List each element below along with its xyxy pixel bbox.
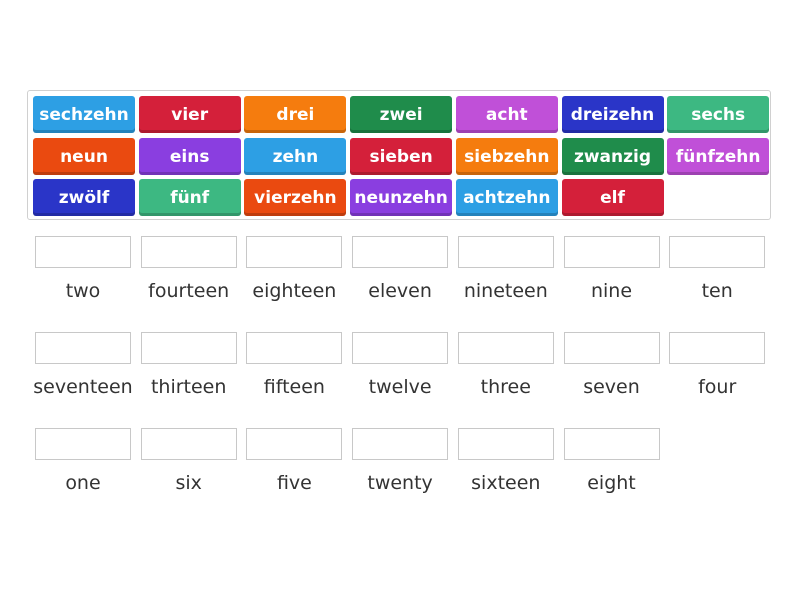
target-label: seven [583,376,640,398]
drop-slot[interactable] [457,428,554,460]
target-label: twelve [368,376,432,398]
target-label: three [480,376,531,398]
drop-slot[interactable] [35,332,131,364]
drop-slot[interactable] [352,428,449,460]
target-label: eighteen [252,280,337,302]
drop-slot[interactable] [140,428,237,460]
target-label: fourteen [148,280,230,302]
target-label: thirteen [150,376,227,398]
target-label: four [698,376,737,398]
target-label: sixteen [471,472,541,494]
word-tile[interactable]: achtzehn [455,179,558,216]
drop-slot[interactable] [246,332,343,364]
target-label: ten [701,280,733,302]
target-label: eight [587,472,636,494]
word-tile[interactable]: vierzehn [244,179,347,216]
word-tile[interactable]: dreizehn [561,96,664,133]
target-label: six [175,472,202,494]
drop-slot[interactable] [563,428,660,460]
target-label: seventeen [33,376,133,398]
drop-slot[interactable] [457,236,554,268]
drop-slot[interactable] [246,428,343,460]
drop-slot[interactable] [140,332,237,364]
word-tile[interactable]: vier [138,96,241,133]
target-label: five [276,472,312,494]
drop-slot[interactable] [352,332,449,364]
word-tile[interactable]: sechs [667,96,770,133]
word-tile[interactable]: neun [33,138,135,175]
drop-slot[interactable] [457,332,554,364]
target-label: two [65,280,101,302]
word-tile[interactable]: acht [455,96,558,133]
word-tile[interactable]: fünf [138,179,241,216]
target-label: one [65,472,101,494]
drop-slot[interactable] [35,428,131,460]
drop-slot[interactable] [669,236,766,268]
word-tile[interactable]: neunzehn [350,179,453,216]
word-bank: sechzehn vier drei zwei acht dreizehn sechs neu… [27,90,771,220]
drop-slot[interactable] [35,236,131,268]
word-tile[interactable]: drei [244,96,347,133]
word-tile[interactable]: eins [138,138,241,175]
target-label: nine [590,280,633,302]
target-label: twenty [367,472,433,494]
drop-slot[interactable] [246,236,343,268]
word-tile[interactable]: fünfzehn [667,138,770,175]
drop-slot[interactable] [140,236,237,268]
drop-slot[interactable] [669,332,766,364]
drop-slot[interactable] [563,332,660,364]
word-tile[interactable]: siebzehn [455,138,558,175]
target-label: eleven [368,280,432,302]
word-tile[interactable]: zwanzig [561,138,664,175]
drop-slot[interactable] [352,236,449,268]
target-label: fifteen [263,376,325,398]
word-tile[interactable]: elf [561,179,664,216]
word-tile[interactable]: sieben [350,138,453,175]
word-tile[interactable]: sechzehn [33,96,135,133]
drop-slot[interactable] [563,236,660,268]
word-tile[interactable]: zwölf [33,179,135,216]
word-tile[interactable]: zwei [350,96,453,133]
target-label: nineteen [463,280,548,302]
word-tile[interactable]: zehn [244,138,347,175]
